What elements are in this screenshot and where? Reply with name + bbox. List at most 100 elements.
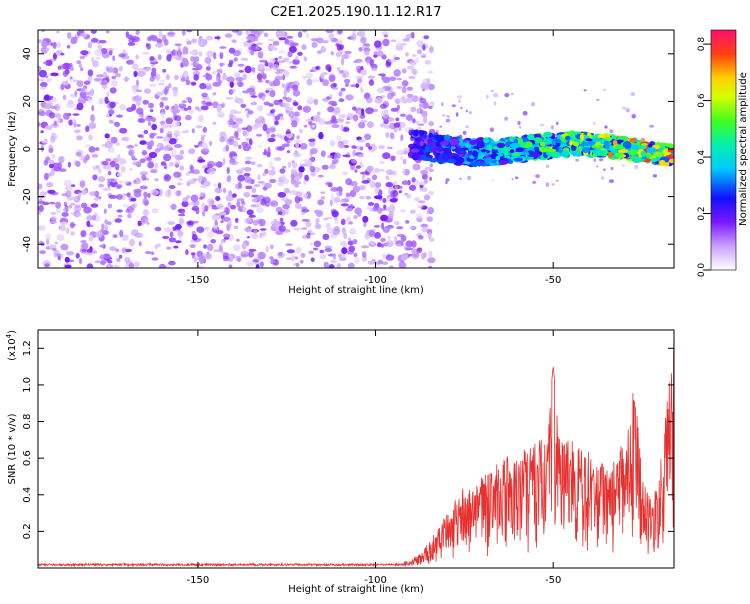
- heatmap-cell: [159, 127, 164, 134]
- heatmap-cell: [363, 221, 367, 228]
- heatmap-cell: [187, 105, 192, 111]
- heatmap-cell: [159, 120, 165, 126]
- heatmap-cell: [146, 156, 152, 162]
- heatmap-cell: [217, 203, 224, 210]
- heatmap-cell: [218, 244, 223, 250]
- snr-y-ticks: 0.2 0.4 0.6 0.8 1.0 1.2: [22, 340, 674, 539]
- heatmap-cell: [392, 190, 399, 197]
- heatmap-cell: [205, 66, 211, 71]
- heatmap-cell: [205, 253, 212, 260]
- heatmap-cell: [204, 226, 210, 231]
- heatmap-cell: [467, 175, 471, 181]
- heatmap-cell: [158, 263, 166, 268]
- heatmap-cell: [379, 103, 388, 109]
- heatmap-cell: [168, 83, 172, 89]
- heatmap-cell: [320, 72, 325, 79]
- snr-frame: [37, 329, 675, 569]
- heatmap-cell: [234, 96, 239, 104]
- heatmap-cell: [364, 133, 372, 140]
- heatmap-cell: [59, 224, 67, 232]
- heatmap-cell: [207, 203, 212, 208]
- heatmap-cell: [218, 182, 222, 189]
- heatmap-cell: [106, 137, 112, 143]
- heatmap-cell: [299, 142, 308, 150]
- heatmap-cell: [429, 176, 433, 181]
- heatmap-cell: [331, 115, 337, 123]
- heatmap-cell: [606, 136, 613, 142]
- heatmap-cell: [206, 243, 214, 251]
- heatmap-cell: [86, 214, 93, 221]
- heatmap-cell: [389, 198, 398, 203]
- heatmap-cell: [593, 121, 596, 125]
- heatmap-cell: [292, 152, 301, 158]
- heatmap-cell: [117, 214, 123, 218]
- heatmap-cell: [191, 128, 195, 134]
- heatmap-cell: [288, 45, 297, 54]
- heatmap-cell: [257, 104, 264, 112]
- heatmap-cell: [121, 136, 130, 142]
- heatmap-cell: [116, 194, 123, 200]
- heatmap-cell: [46, 47, 50, 52]
- heatmap-cell: [143, 88, 151, 94]
- heatmap-cell: [416, 247, 423, 254]
- heatmap-cell: [659, 159, 666, 166]
- heatmap-cell: [262, 151, 272, 156]
- heatmap-cell: [385, 132, 390, 139]
- heatmap-cell: [93, 77, 103, 81]
- heatmap-cell: [219, 46, 227, 49]
- heatmap-cell: [107, 171, 112, 176]
- heatmap-cell: [420, 187, 428, 192]
- heatmap-cell: [422, 44, 426, 51]
- heatmap-cell: [256, 163, 263, 168]
- heatmap-cell: [381, 110, 386, 118]
- heatmap-cell: [104, 141, 113, 149]
- heatmap-cell: [201, 141, 208, 147]
- heatmap-cell: [114, 73, 121, 78]
- heatmap-cell: [242, 73, 247, 81]
- heatmap-cell: [118, 53, 126, 58]
- heatmap-cell: [215, 196, 221, 201]
- heatmap-cell: [232, 140, 239, 148]
- heatmap-cell: [39, 191, 48, 196]
- heatmap-cell: [486, 144, 493, 151]
- heatmap-cell: [201, 92, 208, 98]
- heatmap-y-label: Frequency (Hz): [7, 111, 18, 187]
- heatmap-cell: [345, 94, 354, 101]
- heatmap-cell: [55, 201, 61, 209]
- heatmap-cell: [138, 241, 142, 247]
- heatmap-cell: [159, 188, 163, 197]
- heatmap-cell: [219, 52, 224, 60]
- heatmap-cell: [361, 251, 367, 258]
- heatmap-cell: [87, 69, 94, 77]
- heatmap-cell: [246, 87, 255, 93]
- heatmap-cell: [143, 129, 149, 135]
- heatmap-cell: [266, 133, 270, 138]
- heatmap-cell: [300, 206, 308, 211]
- heatmap-cell: [418, 235, 424, 240]
- heatmap-cell: [247, 110, 254, 115]
- heatmap-cell: [257, 251, 266, 260]
- heatmap-cell: [126, 59, 134, 65]
- heatmap-cell: [406, 194, 412, 199]
- heatmap-cell: [78, 192, 82, 197]
- heatmap-cell: [398, 185, 403, 190]
- heatmap-cell: [201, 202, 205, 210]
- heatmap-cell: [429, 163, 433, 168]
- heatmap-cell: [88, 122, 96, 129]
- heatmap-cell: [534, 146, 539, 151]
- heatmap-cell: [145, 66, 150, 72]
- heatmap-cell: [631, 114, 636, 119]
- heatmap-cell: [272, 78, 281, 87]
- heatmap-cell: [357, 154, 364, 158]
- heatmap-cell: [351, 145, 357, 149]
- heatmap-cell: [213, 183, 218, 187]
- heatmap-cell: [234, 217, 239, 223]
- heatmap-cell: [300, 252, 306, 258]
- heatmap-cell: [100, 81, 108, 86]
- heatmap-cell: [98, 183, 105, 188]
- heatmap-cell: [582, 146, 590, 154]
- heatmap-cell: [429, 45, 434, 54]
- heatmap-cell: [366, 165, 374, 173]
- heatmap-cell: [144, 218, 149, 223]
- heatmap-cell: [246, 236, 250, 239]
